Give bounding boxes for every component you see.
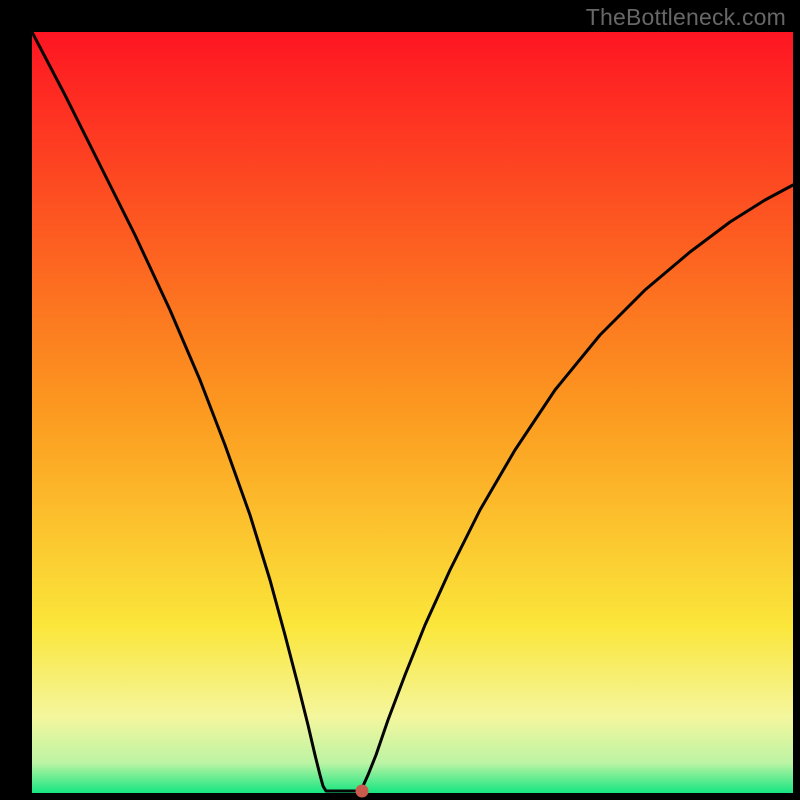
bottleneck-curve (0, 0, 800, 800)
curve-polyline (32, 32, 793, 791)
min-point-marker (356, 785, 369, 798)
chart-frame: TheBottleneck.com (0, 0, 800, 800)
